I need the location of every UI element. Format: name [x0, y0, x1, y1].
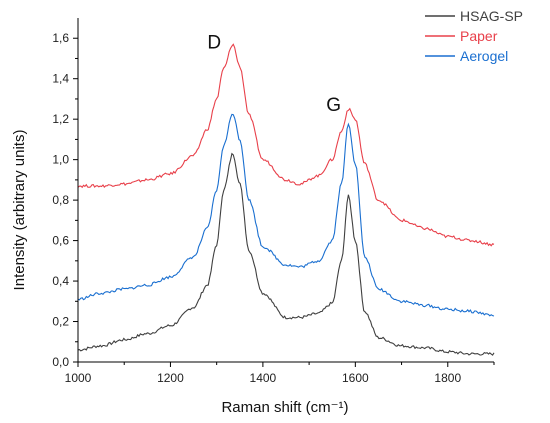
y-tick-label: 0,0 — [52, 355, 69, 369]
y-tick-label: 0,4 — [52, 274, 69, 288]
y-tick-label: 1,4 — [52, 72, 69, 86]
series-line-aerogel — [77, 113, 495, 317]
legend-label-aerogel: Aerogel — [460, 48, 508, 64]
x-tick-label: 1800 — [434, 371, 461, 385]
x-tick-label: 1000 — [65, 371, 92, 385]
y-tick-label: 0,6 — [52, 234, 69, 248]
d-band-label: D — [207, 32, 221, 53]
y-tick-label: 1,6 — [52, 31, 69, 45]
x-tick-label: 1600 — [342, 371, 369, 385]
x-tick-label: 1400 — [250, 371, 277, 385]
x-tick-label: 1200 — [157, 371, 184, 385]
g-band-label: G — [326, 95, 341, 116]
series-line-hsag-sp — [77, 152, 495, 356]
y-tick-label: 0,2 — [52, 315, 69, 329]
y-tick-label: 1,2 — [52, 112, 69, 126]
legend: HSAG-SP Paper Aerogel — [425, 8, 523, 64]
y-tick-label: 1,0 — [52, 153, 69, 167]
series-line-paper — [77, 43, 495, 247]
y-axis-title: Intensity (arbitrary units) — [11, 130, 28, 291]
x-axis-title: Raman shift (cm⁻¹) — [221, 399, 348, 416]
legend-label-paper: Paper — [460, 28, 498, 44]
legend-label-hsag-sp: HSAG-SP — [460, 8, 523, 24]
y-tick-label: 0,8 — [52, 193, 69, 207]
